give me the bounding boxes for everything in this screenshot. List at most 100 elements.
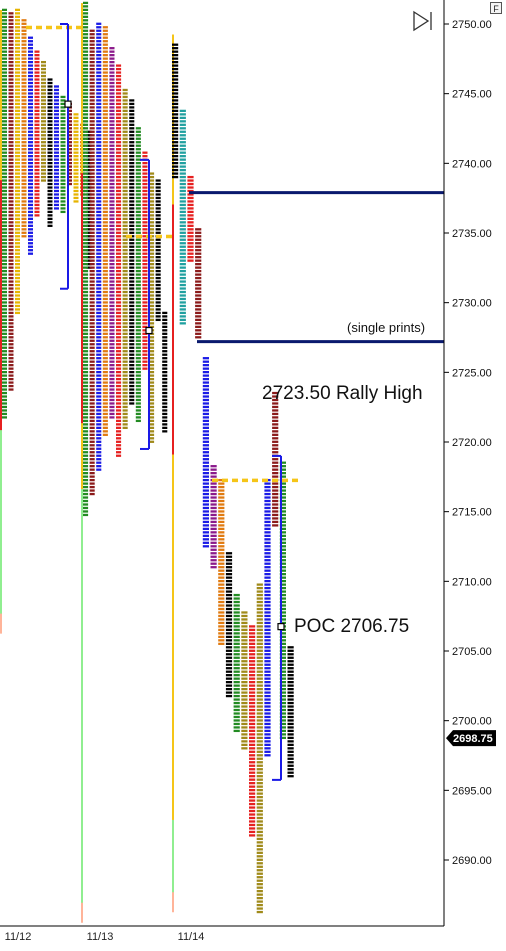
tpo-block — [96, 360, 102, 363]
tpo-block — [89, 336, 95, 339]
tpo-block — [41, 144, 46, 147]
tpo-block — [264, 520, 271, 524]
tpo-block — [89, 374, 95, 377]
tpo-block — [83, 120, 89, 123]
tpo-block — [96, 458, 102, 461]
tpo-block — [272, 492, 279, 496]
tpo-block — [8, 252, 14, 255]
tpo-block — [264, 712, 271, 715]
tpo-block — [149, 273, 155, 276]
tpo-block — [83, 5, 89, 8]
tpo-block — [83, 381, 89, 384]
tpo-block — [109, 113, 115, 116]
tpo-block — [179, 109, 186, 113]
tpo-block — [73, 127, 79, 130]
tpo-block — [162, 388, 168, 391]
tpo-block — [109, 99, 115, 102]
tpo-block — [210, 524, 217, 527]
tpo-block — [102, 256, 108, 259]
tpo-block — [21, 151, 27, 154]
tpo-block — [34, 196, 40, 200]
tpo-block — [109, 57, 115, 60]
tpo-block — [2, 144, 7, 147]
tpo-block — [8, 186, 14, 189]
tpo-block — [129, 388, 135, 391]
tpo-block — [8, 92, 14, 95]
tpo-block — [96, 203, 102, 207]
tpo-block — [149, 259, 155, 262]
tpo-block — [83, 263, 89, 266]
tpo-block — [102, 301, 108, 304]
play-icon[interactable] — [412, 10, 434, 32]
tpo-block — [89, 269, 95, 273]
tpo-block — [96, 402, 102, 405]
tpo-block — [109, 203, 115, 207]
tpo-block — [47, 165, 53, 168]
tpo-block — [89, 339, 95, 342]
tpo-column-11 — [249, 625, 256, 837]
tpo-block — [83, 336, 89, 339]
tpo-block — [122, 357, 128, 360]
tpo-block — [116, 440, 122, 443]
tpo-block — [116, 259, 122, 262]
tpo-block — [34, 151, 40, 154]
tpo-block — [116, 235, 122, 238]
tpo-block — [218, 492, 225, 496]
tpo-block — [272, 391, 279, 395]
tpo-block — [241, 719, 248, 722]
tpo-block — [256, 698, 263, 701]
tpo-block — [149, 231, 155, 234]
tpo-block — [28, 189, 33, 193]
tpo-block — [8, 384, 14, 388]
tpo-block — [83, 148, 89, 151]
tpo-block — [172, 54, 179, 57]
tpo-block — [179, 137, 186, 140]
tpo-block — [122, 395, 128, 398]
tpo-block — [96, 343, 102, 346]
tpo-block — [60, 127, 66, 130]
tpo-block — [256, 743, 263, 746]
tpo-block — [272, 468, 279, 471]
tpo-block — [272, 426, 279, 429]
tpo-block — [122, 179, 128, 182]
tpo-block — [135, 336, 141, 339]
tpo-block — [149, 416, 155, 419]
tpo-block — [249, 701, 256, 705]
tpo-block — [279, 705, 286, 708]
tpo-block — [135, 384, 141, 388]
tpo-block — [96, 144, 102, 147]
tpo-block — [279, 639, 286, 642]
tpo-block — [202, 402, 209, 405]
tpo-block — [129, 186, 135, 189]
tpo-block — [89, 370, 95, 374]
tpo-block — [155, 221, 161, 224]
tpo-block — [129, 221, 135, 224]
tpo-block — [264, 499, 271, 503]
tpo-column-5 — [202, 357, 209, 548]
tpo-block — [256, 771, 263, 774]
tpo-column-1 — [2, 8, 7, 419]
tpo-block — [8, 137, 14, 140]
tpo-block — [122, 381, 128, 384]
tpo-block — [8, 85, 14, 88]
tpo-block — [28, 78, 33, 81]
tpo-block — [241, 653, 248, 656]
tpo-block — [60, 155, 66, 158]
tpo-block — [102, 283, 108, 287]
tpo-block — [149, 263, 155, 266]
tpo-block — [129, 172, 135, 175]
f-button[interactable]: F — [490, 2, 502, 14]
tpo-block — [96, 182, 102, 186]
tpo-block — [102, 109, 108, 113]
tpo-block — [60, 175, 66, 179]
tpo-block — [249, 785, 256, 788]
tpo-block — [129, 238, 135, 241]
tpo-block — [102, 193, 108, 196]
tpo-block — [122, 280, 128, 283]
tpo-block — [89, 318, 95, 322]
tpo-block — [102, 280, 108, 283]
tpo-block — [279, 701, 286, 705]
tpo-block — [15, 217, 20, 220]
